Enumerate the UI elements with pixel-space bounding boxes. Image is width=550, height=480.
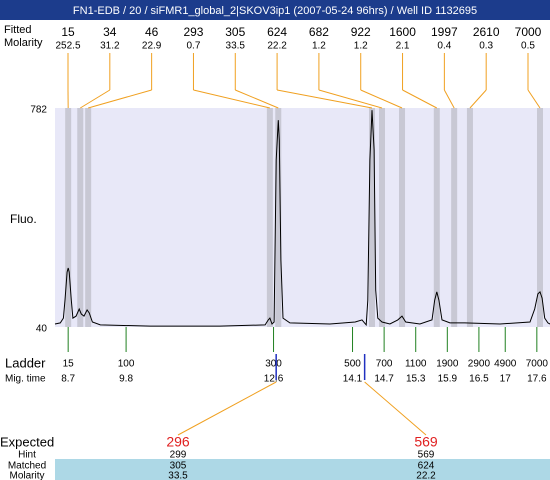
peak-connector <box>527 89 541 109</box>
title: FN1-EDB / 20 / siFMR1_global_2|SKOV3ip1 … <box>73 5 477 17</box>
y-tick-label: 782 <box>30 105 47 116</box>
matched-band <box>55 459 550 480</box>
mig-time: 14.1 <box>343 374 363 385</box>
peak-molarity: 0.5 <box>521 41 535 52</box>
expected-label: Expected <box>0 434 54 449</box>
expected-connector <box>364 381 427 436</box>
fitted-size: 7000 <box>515 25 542 39</box>
matched-label: Matched <box>8 461 46 472</box>
matched-value: 624 <box>418 461 435 472</box>
peak-connector <box>276 89 373 109</box>
ladder-size: 1900 <box>436 359 459 370</box>
peak-molarity: 0.7 <box>187 41 201 52</box>
peak-band <box>451 108 458 327</box>
peak-band <box>266 108 273 327</box>
peak-molarity: 2.1 <box>396 41 410 52</box>
expected-molarity: 33.5 <box>168 471 188 480</box>
ladder-size: 7000 <box>526 359 549 370</box>
molarity-label: Molarity <box>4 37 43 49</box>
y-tick-label: 40 <box>36 324 48 335</box>
trace <box>54 110 550 327</box>
hint-value: 569 <box>418 450 435 461</box>
fitted-size: 15 <box>61 25 75 39</box>
ladder-size: 2900 <box>468 359 491 370</box>
peak-molarity: 0.3 <box>479 41 493 52</box>
ladder-size: 100 <box>118 359 135 370</box>
mig-time: 17 <box>500 374 512 385</box>
expected-molarity: 22.2 <box>416 471 436 480</box>
peak-molarity: 22.2 <box>267 41 287 52</box>
mig-time: 15.9 <box>438 374 458 385</box>
peak-band <box>85 108 92 327</box>
peak-connector <box>88 89 152 109</box>
mig-time: 12.6 <box>264 374 284 385</box>
mig-time: 15.3 <box>406 374 426 385</box>
hint-label: Hint <box>18 450 36 461</box>
fitted-size: 46 <box>145 25 159 39</box>
peak-band <box>65 108 72 327</box>
mig-time: 16.5 <box>469 374 489 385</box>
ladder-size: 300 <box>265 359 282 370</box>
peak-connector <box>402 89 438 109</box>
peak-band <box>275 108 282 327</box>
mig-time: 17.6 <box>527 374 547 385</box>
ladder-label: Ladder <box>5 355 46 370</box>
expected-connector <box>177 381 277 436</box>
title-bar <box>0 0 550 20</box>
fitted-size: 922 <box>351 25 371 39</box>
peak-band <box>77 108 84 327</box>
peak-band <box>379 108 386 327</box>
peak-molarity: 252.5 <box>55 41 80 52</box>
mig-time: 14.7 <box>374 374 394 385</box>
peak-connector <box>360 89 403 109</box>
peak-connector <box>318 89 383 109</box>
peak-connector <box>235 89 279 109</box>
ladder-size: 4900 <box>494 359 517 370</box>
expected-value: 569 <box>414 434 438 450</box>
hint-value: 299 <box>170 450 187 461</box>
peak-molarity: 0.4 <box>437 41 451 52</box>
peak-molarity: 22.9 <box>142 41 162 52</box>
fitted-size: 1997 <box>431 25 458 39</box>
mig-time-label: Mig. time <box>5 374 46 385</box>
matched-value: 305 <box>170 461 187 472</box>
peak-connector <box>193 89 270 109</box>
mig-time: 9.8 <box>119 374 133 385</box>
fitted-size: 34 <box>103 25 117 39</box>
peak-molarity: 1.2 <box>312 41 326 52</box>
peak-band <box>369 108 376 327</box>
ladder-size: 500 <box>344 359 361 370</box>
peak-connector <box>469 89 487 109</box>
expected-value: 296 <box>166 434 190 450</box>
ladder-size: 700 <box>376 359 393 370</box>
peak-band <box>536 108 543 327</box>
y-axis-label: Fluo. <box>10 212 37 226</box>
fitted-size: 2610 <box>473 25 500 39</box>
fitted-label: Fitted <box>4 24 32 36</box>
peak-molarity: 33.5 <box>226 41 246 52</box>
peak-band <box>466 108 473 327</box>
peak-molarity: 1.2 <box>354 41 368 52</box>
peak-molarity: 31.2 <box>100 41 120 52</box>
ladder-size: 1100 <box>405 359 427 370</box>
ladder-size: 15 <box>63 359 75 370</box>
mig-time: 8.7 <box>61 374 75 385</box>
plot-area <box>55 108 550 327</box>
peak-connector <box>80 89 111 109</box>
fitted-size: 293 <box>183 25 203 39</box>
fitted-size: 624 <box>267 25 287 39</box>
peak-band <box>399 108 406 327</box>
peak-band <box>433 108 440 327</box>
expected-molarity-label: Molarity <box>9 471 44 480</box>
fitted-size: 1600 <box>389 25 416 39</box>
fitted-size: 682 <box>309 25 329 39</box>
peak-connector <box>443 89 455 109</box>
fitted-size: 305 <box>225 25 245 39</box>
